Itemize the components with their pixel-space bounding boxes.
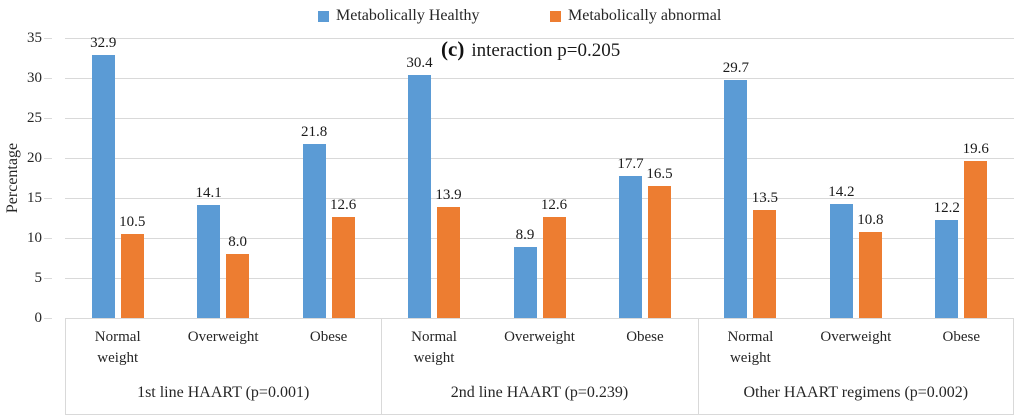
gridline [65, 198, 1014, 199]
y-axis-title: Percentage [4, 142, 21, 214]
gridline [65, 278, 1014, 279]
y-tick-label: 15 [27, 190, 42, 206]
group-label: 1st line HAART (p=0.001) [137, 384, 310, 401]
y-tick-label: 35 [27, 30, 42, 46]
bar-metabolically-healthy [408, 75, 432, 318]
bar-value-label: 21.8 [300, 124, 328, 140]
panel-letter: (c) [441, 37, 465, 61]
group-divider [381, 318, 383, 414]
bar-value-label: 12.6 [329, 197, 357, 213]
bar-metabolically-abnormal [120, 234, 144, 318]
y-tick-label: 5 [34, 270, 43, 286]
bar-metabolically-healthy [197, 205, 221, 318]
bar-value-label: 30.4 [406, 55, 433, 71]
category-label: Obese [626, 329, 664, 345]
group-label: Other HAART regimens (p=0.002) [743, 384, 969, 401]
bar-value-label: 13.5 [751, 190, 778, 206]
bar-value-label: 29.7 [722, 60, 749, 76]
bar-metabolically-healthy [618, 176, 642, 318]
legend-item-metabolically-healthy: Metabolically Healthy [318, 6, 480, 26]
bar-metabolically-healthy [91, 55, 115, 318]
y-tick-mark [44, 198, 52, 199]
category-label: Overweight [187, 329, 259, 345]
legend-label: Metabolically abnormal [568, 7, 722, 24]
category-label: Overweight [820, 329, 892, 345]
bar-value-label: 10.5 [119, 214, 146, 230]
category-label: Normal weight [411, 329, 457, 366]
bar-value-label: 16.5 [646, 166, 673, 182]
bar-metabolically-abnormal [964, 161, 988, 318]
bar-metabolically-healthy [302, 144, 326, 318]
bar-metabolically-abnormal [753, 210, 777, 318]
category-label: Normal weight [727, 329, 774, 366]
gridline [65, 158, 1014, 159]
y-tick-label: 0 [34, 310, 43, 326]
bar-metabolically-abnormal [437, 207, 461, 318]
gridline [65, 118, 1014, 119]
category-label: Obese [309, 329, 348, 345]
bar-metabolically-healthy [935, 220, 959, 318]
legend-label: Metabolically Healthy [336, 7, 480, 24]
y-tick-label: 25 [27, 110, 42, 126]
y-tick-label: 10 [27, 230, 42, 246]
bar-metabolically-healthy [829, 204, 853, 318]
bar-metabolically-abnormal [331, 217, 355, 318]
y-tick-mark [44, 38, 52, 39]
bar-value-label: 12.6 [540, 197, 568, 213]
bar-value-label: 32.9 [90, 35, 117, 51]
bar-metabolically-abnormal [542, 217, 566, 318]
gridline [65, 238, 1014, 239]
bar-value-label: 8.0 [228, 234, 248, 250]
bar-value-label: 17.7 [617, 156, 644, 172]
legend-swatch-abnormal-icon [550, 10, 561, 22]
bar-value-label: 14.2 [828, 184, 855, 200]
gridline [65, 38, 1014, 39]
bar-value-label: 12.2 [933, 200, 960, 216]
y-tick-mark [44, 158, 52, 159]
bar-metabolically-abnormal [226, 254, 250, 318]
category-axis-box [65, 318, 1014, 415]
group-divider [697, 318, 699, 414]
bar-metabolically-healthy [513, 247, 537, 318]
y-tick-label: 30 [27, 70, 42, 86]
bar-value-label: 14.1 [195, 185, 222, 201]
bar-metabolically-abnormal [647, 186, 671, 318]
bar-value-label: 10.8 [857, 212, 884, 228]
y-tick-mark [44, 118, 52, 119]
gridline [65, 78, 1014, 79]
y-tick-mark [44, 278, 52, 279]
bar-metabolically-abnormal [858, 232, 882, 318]
y-tick-mark [44, 238, 52, 239]
chart-title: (c) interaction p=0.205 [441, 37, 620, 62]
y-tick-mark [44, 78, 52, 79]
group-label: 2nd line HAART (p=0.239) [450, 384, 629, 401]
bar-value-label: 8.9 [515, 227, 535, 243]
legend-item-metabolically-abnormal: Metabolically abnormal [550, 6, 721, 26]
bar-metabolically-healthy [724, 80, 748, 318]
y-tick-mark [44, 318, 52, 319]
y-tick-label: 20 [27, 150, 42, 166]
chart-title-text: interaction p=0.205 [471, 40, 621, 61]
legend-swatch-healthy-icon [318, 10, 329, 22]
bar-value-label: 19.6 [962, 141, 989, 157]
bar-value-label: 13.9 [435, 187, 462, 203]
category-label: Obese [942, 329, 981, 345]
category-label: Normal weight [94, 329, 141, 366]
category-label: Overweight [504, 329, 575, 345]
